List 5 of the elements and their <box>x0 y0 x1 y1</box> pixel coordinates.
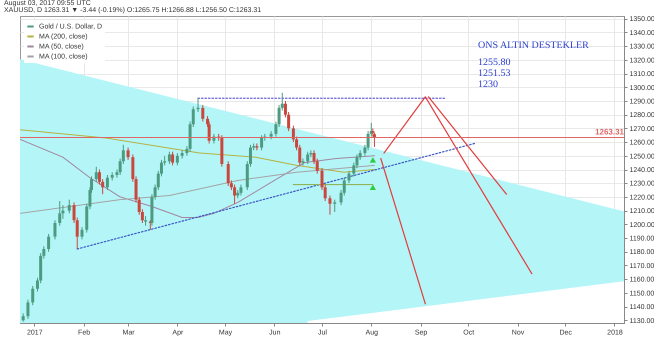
annotation: ONS ALTIN DESTEKLER <box>478 40 589 51</box>
annotation: 1251.53 <box>478 68 512 79</box>
annotation: 1255.80 <box>478 57 512 68</box>
annotation: 1230 <box>478 79 499 90</box>
ref-line-label: 1263.31 <box>595 128 625 137</box>
